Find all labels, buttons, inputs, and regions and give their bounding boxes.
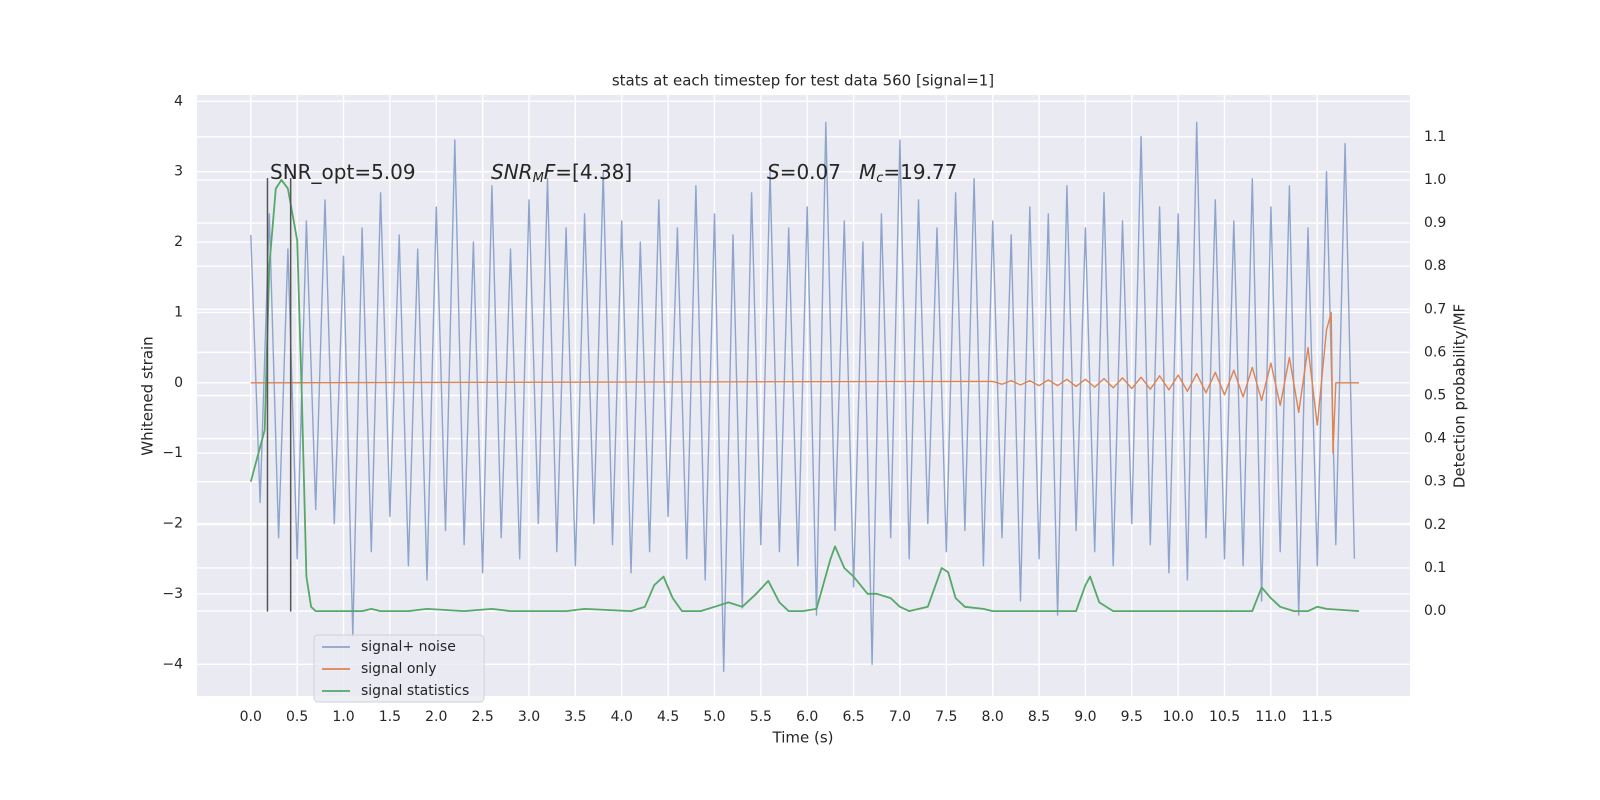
x-tick-label: 3.5 (564, 709, 586, 725)
x-tick-label: 9.0 (1074, 709, 1096, 725)
x-tick-label: 0.5 (286, 709, 308, 725)
x-tick-label: 0.0 (240, 709, 262, 725)
y2-tick-label: 0.9 (1424, 215, 1446, 231)
x-tick-label: 4.0 (611, 709, 633, 725)
annotation: S=0.07 (767, 160, 841, 184)
x-tick-label: 11.5 (1302, 709, 1333, 725)
legend-label: signal+ noise (361, 639, 456, 655)
x-tick-label: 2.0 (425, 709, 447, 725)
y2-tick-label: 0.7 (1424, 301, 1446, 317)
x-tick-label: 10.0 (1163, 709, 1194, 725)
x-tick-label: 5.5 (750, 709, 772, 725)
y2-tick-label: 0.0 (1424, 603, 1446, 619)
annotation-part: SNR_opt=5.09 (270, 160, 416, 184)
y-tick-label: −1 (162, 445, 183, 461)
y2-tick-label: 0.6 (1424, 344, 1446, 360)
x-tick-label: 1.5 (379, 709, 401, 725)
annotation: SNR_opt=5.09 (270, 160, 416, 184)
x-tick-label: 2.5 (471, 709, 493, 725)
y2-axis-label: Detection probability/MF (1451, 304, 1469, 488)
y2-tick-label: 0.1 (1424, 560, 1446, 576)
x-tick-label: 3.0 (518, 709, 540, 725)
x-tick-label: 8.5 (1028, 709, 1050, 725)
y-axis-label: Whitened strain (139, 336, 157, 455)
annotation-part: M (533, 171, 544, 186)
annotation-part: =[4.38] (555, 160, 632, 184)
chart-title: stats at each timestep for test data 560… (612, 72, 994, 90)
annotation-part: =0.07 (780, 160, 841, 184)
annotation-part: S (767, 160, 780, 184)
annotation-part: F (544, 160, 556, 184)
annotation-part: =19.77 (883, 160, 957, 184)
x-tick-label: 6.5 (842, 709, 864, 725)
x-tick-label: 9.5 (1121, 709, 1143, 725)
x-tick-label: 11.0 (1255, 709, 1286, 725)
y-tick-label: 2 (174, 234, 183, 250)
x-tick-label: 8.0 (982, 709, 1004, 725)
y-tick-label: −4 (162, 656, 183, 672)
x-tick-label: 10.5 (1209, 709, 1240, 725)
x-tick-label: 1.0 (332, 709, 354, 725)
legend: signal+ noise signal only signal statistic… (313, 634, 485, 703)
y2-tick-label: 1.0 (1424, 172, 1446, 188)
annotation-part: M (859, 160, 876, 184)
y2-tick-label: 0.3 (1424, 474, 1446, 490)
annotation: SNRMF=[4.38] (491, 160, 632, 186)
annotation-part: SNR (491, 160, 533, 184)
x-tick-label: 6.0 (796, 709, 818, 725)
y-tick-label: 3 (174, 164, 183, 180)
x-tick-label: 7.0 (889, 709, 911, 725)
x-tick-label: 5.0 (703, 709, 725, 725)
x-tick-label: 4.5 (657, 709, 679, 725)
annotation: Mc=19.77 (859, 160, 957, 186)
annotation-part: c (876, 171, 883, 186)
y2-tick-label: 0.2 (1424, 517, 1446, 533)
y2-tick-label: 1.1 (1424, 129, 1446, 145)
y2-tick-label: 0.8 (1424, 258, 1446, 274)
x-tick-label: 7.5 (935, 709, 957, 725)
y2-tick-label: 0.5 (1424, 388, 1446, 404)
y-tick-label: −3 (162, 586, 183, 602)
marks (249, 121, 1360, 673)
legend-box (313, 634, 485, 703)
y2-tick-label: 0.4 (1424, 431, 1446, 447)
y-tick-label: 0 (174, 375, 183, 391)
y-tick-label: 1 (174, 304, 183, 320)
legend-label: signal only (361, 661, 436, 677)
y-tick-label: −2 (162, 516, 183, 532)
x-axis-label: Time (s) (772, 729, 834, 747)
series-line (249, 179, 1360, 612)
legend-label: signal statistics (361, 683, 469, 699)
series-line (250, 311, 1359, 454)
series-line (250, 121, 1356, 673)
grid (197, 95, 1410, 696)
y-tick-label: 4 (174, 93, 183, 109)
